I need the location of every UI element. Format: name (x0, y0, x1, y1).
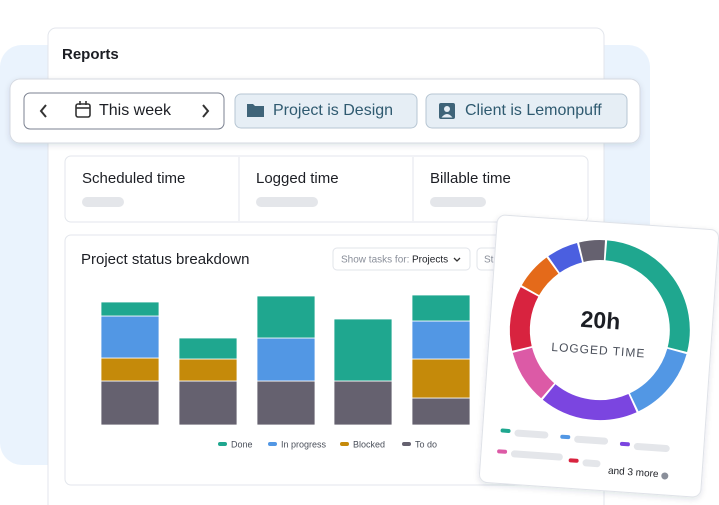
next-arrow[interactable] (202, 104, 210, 118)
dropdown-value: Projects (412, 255, 448, 266)
bar-segment (256, 295, 316, 339)
donut-segment (509, 287, 539, 351)
dropdown-label: Show tasks for: (341, 255, 409, 266)
donut-value: 20h (580, 306, 621, 335)
bar-segment (100, 301, 160, 317)
donut-segment (579, 240, 606, 263)
legend-swatch (402, 442, 411, 446)
bar-segment (256, 337, 316, 382)
prev-arrow[interactable] (39, 104, 47, 118)
more-label: and 3 more (608, 466, 660, 481)
date-picker[interactable] (23, 92, 225, 130)
donut-segment (521, 257, 559, 296)
donut-card: 20h LOGGED TIME and 3 more (478, 214, 719, 498)
client-icon (439, 103, 455, 119)
bar-segment (411, 294, 471, 322)
donut-legend-skeleton (497, 428, 670, 468)
legend-label: Blocked (353, 439, 385, 449)
client-filter-label: Client is Lemonpuff (465, 102, 602, 119)
donut-segment (548, 243, 583, 273)
dropdown-caret (453, 257, 461, 262)
page-title: Reports (62, 46, 119, 63)
client-filter[interactable] (425, 93, 628, 129)
bar-segment (178, 358, 238, 382)
chart-title: Project status breakdown (81, 251, 249, 268)
skeleton (430, 197, 486, 207)
metric-label: Billable time (430, 170, 511, 187)
calendar-icon (75, 101, 91, 118)
legend-label: To do (415, 439, 437, 449)
info-icon (661, 472, 669, 480)
bar-segment (333, 318, 393, 382)
metrics-card (64, 155, 589, 223)
date-range: This week (99, 102, 172, 119)
skeleton (82, 197, 124, 207)
bar-segment (100, 357, 160, 382)
donut-segment (605, 240, 690, 352)
legend: Done In progress Blocked To do (218, 439, 437, 449)
legend-label: Done (231, 439, 253, 449)
legend-swatch (340, 442, 349, 446)
bar-segment (411, 320, 471, 360)
donut-label: LOGGED TIME (551, 340, 646, 361)
bar-segment (256, 380, 316, 426)
project-filter-label: Project is Design (273, 102, 393, 119)
dropdown-label: Sta (484, 255, 499, 266)
donut-segment (512, 347, 555, 399)
bar-chart (100, 294, 471, 426)
folder-icon (247, 104, 264, 117)
donut-chart (509, 240, 690, 420)
bar-segment (333, 380, 393, 426)
show-tasks-dropdown[interactable] (332, 247, 471, 271)
legend-label: In progress (281, 439, 327, 449)
bar-segment (411, 397, 471, 426)
project-filter[interactable] (234, 93, 418, 129)
skeleton (256, 197, 318, 207)
bar-segment (178, 337, 238, 360)
metric-label: Scheduled time (82, 170, 185, 187)
donut-segment (629, 348, 687, 412)
metric-label: Logged time (256, 170, 339, 187)
bar-segment (411, 358, 471, 399)
legend-swatch (268, 442, 277, 446)
legend-swatch (218, 442, 227, 446)
donut-segment (542, 383, 637, 420)
bar-segment (100, 315, 160, 359)
bar-segment (178, 380, 238, 426)
bar-segment (100, 380, 160, 426)
